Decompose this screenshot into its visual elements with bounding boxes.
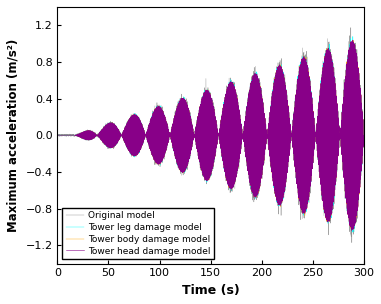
- Tower leg damage model: [357, 191, 362, 194]
- Tower leg damage model: [350, 230, 355, 234]
- Tower leg damage model: [128, 133, 132, 137]
- Original model: [361, 133, 366, 136]
- Tower body damage model: [55, 133, 60, 137]
- Tower leg damage model: [361, 134, 366, 137]
- Tower head damage model: [128, 133, 132, 137]
- Tower body damage model: [361, 133, 366, 137]
- X-axis label: Time (s): Time (s): [182, 284, 239, 297]
- Tower body damage model: [325, 47, 330, 50]
- Original model: [349, 26, 353, 29]
- Tower head damage model: [351, 38, 355, 42]
- Y-axis label: Maximum acceleration (m/s²): Maximum acceleration (m/s²): [7, 39, 20, 232]
- Original model: [194, 134, 198, 138]
- Tower head damage model: [325, 47, 330, 51]
- Line: Original model: Original model: [58, 28, 363, 243]
- Original model: [128, 134, 132, 138]
- Tower body damage model: [285, 112, 290, 116]
- Tower head damage model: [349, 229, 354, 232]
- Tower leg damage model: [194, 132, 198, 136]
- Tower head damage model: [59, 133, 63, 137]
- Tower leg damage model: [285, 113, 290, 117]
- Line: Tower head damage model: Tower head damage model: [58, 40, 363, 230]
- Original model: [357, 187, 362, 191]
- Tower head damage model: [361, 133, 366, 137]
- Tower leg damage model: [59, 133, 63, 137]
- Tower head damage model: [285, 112, 290, 116]
- Tower body damage model: [351, 227, 355, 231]
- Legend: Original model, Tower leg damage model, Tower body damage model, Tower head dama: Original model, Tower leg damage model, …: [62, 208, 214, 259]
- Tower body damage model: [351, 39, 356, 42]
- Tower body damage model: [128, 133, 132, 137]
- Tower body damage model: [59, 133, 63, 137]
- Line: Tower leg damage model: Tower leg damage model: [58, 36, 363, 232]
- Tower body damage model: [194, 132, 198, 136]
- Tower head damage model: [55, 133, 60, 137]
- Tower leg damage model: [325, 48, 330, 52]
- Original model: [285, 116, 290, 119]
- Original model: [349, 241, 354, 244]
- Original model: [59, 133, 63, 137]
- Original model: [325, 37, 330, 40]
- Line: Tower body damage model: Tower body damage model: [58, 40, 363, 229]
- Tower head damage model: [194, 132, 198, 136]
- Tower leg damage model: [351, 35, 355, 38]
- Original model: [55, 134, 60, 137]
- Tower leg damage model: [55, 133, 60, 137]
- Tower body damage model: [357, 192, 362, 196]
- Tower head damage model: [357, 191, 362, 195]
